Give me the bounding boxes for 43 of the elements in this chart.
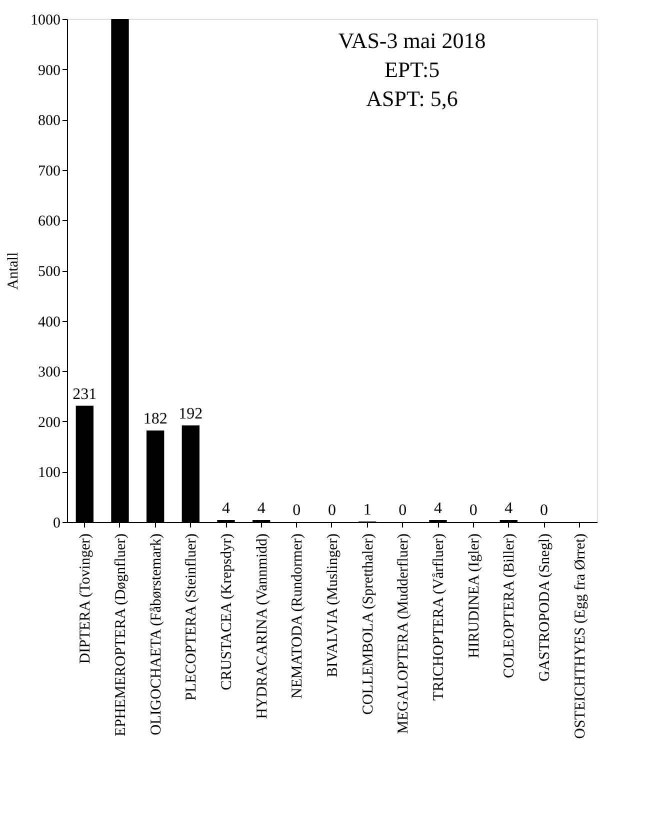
data-label: 4 bbox=[222, 500, 230, 517]
y-tick-label: 300 bbox=[38, 364, 60, 381]
data-label: 192 bbox=[178, 405, 203, 422]
data-label: 0 bbox=[540, 502, 548, 519]
x-tick-label: HYDRACARINA (Vannmidd) bbox=[254, 534, 270, 719]
y-tick-label: 900 bbox=[38, 62, 60, 79]
y-tick-label: 200 bbox=[38, 414, 60, 431]
y-tick-label: 100 bbox=[38, 465, 60, 482]
annotation: EPT:5 bbox=[384, 57, 440, 82]
y-tick-label: 800 bbox=[38, 113, 60, 130]
y-tick-label: 400 bbox=[38, 314, 60, 330]
annotation: VAS-3 mai 2018 bbox=[338, 28, 486, 53]
data-label: 1 bbox=[363, 501, 372, 518]
x-tick-label: CRUSTACEA (Krepsdyr) bbox=[219, 534, 235, 690]
x-tick-label: NEMATODA (Rundormer) bbox=[290, 533, 306, 699]
x-tick-label: OLIGOCHAETA (Fåbørstemark) bbox=[148, 534, 164, 736]
x-tick-label: MEGALOPTERA (Mudderfluer) bbox=[396, 534, 412, 734]
x-tick-label: BIVALVIA (Muslinger) bbox=[325, 534, 341, 678]
x-tick-label: EPHEMEROPTERA (Døgnfluer) bbox=[113, 534, 129, 736]
data-label: 0 bbox=[398, 502, 407, 519]
x-tick-label: GASTROPODA (Snegl) bbox=[537, 534, 553, 682]
data-label: 0 bbox=[469, 502, 478, 519]
y-tick-label: 0 bbox=[53, 516, 60, 532]
data-label: 231 bbox=[72, 386, 97, 403]
y-tick-label: 500 bbox=[38, 264, 60, 280]
data-label: 4 bbox=[434, 500, 442, 517]
annotation: ASPT: 5,6 bbox=[366, 86, 458, 111]
data-label: 4 bbox=[504, 500, 513, 517]
x-tick-label: OSTEICHTHYES (Egg fra Ørret) bbox=[572, 534, 588, 739]
x-tick-label: DIPTERA (Tovinger) bbox=[78, 534, 94, 664]
y-tick-label: 700 bbox=[38, 163, 60, 180]
data-label: 182 bbox=[143, 410, 168, 428]
x-tick-label: COLEOPTERA (Biller) bbox=[502, 534, 518, 678]
data-label: 4 bbox=[257, 500, 266, 517]
data-label: 0 bbox=[328, 502, 336, 519]
x-tick-label: HIRUDINEA (Igler) bbox=[466, 534, 482, 658]
x-tick-label: PLECOPTERA (Steinfluer) bbox=[184, 534, 200, 701]
x-tick-label: COLLEMBOLA (Spretthaler) bbox=[360, 534, 376, 715]
y-tick-label: 600 bbox=[38, 214, 60, 230]
y-axis-title: Antall bbox=[6, 252, 22, 290]
x-tick-label: TRICHOPTERA (Vårfluer) bbox=[431, 534, 447, 701]
data-label: 0 bbox=[292, 502, 301, 519]
y-tick-label: 1000 bbox=[30, 12, 60, 28]
